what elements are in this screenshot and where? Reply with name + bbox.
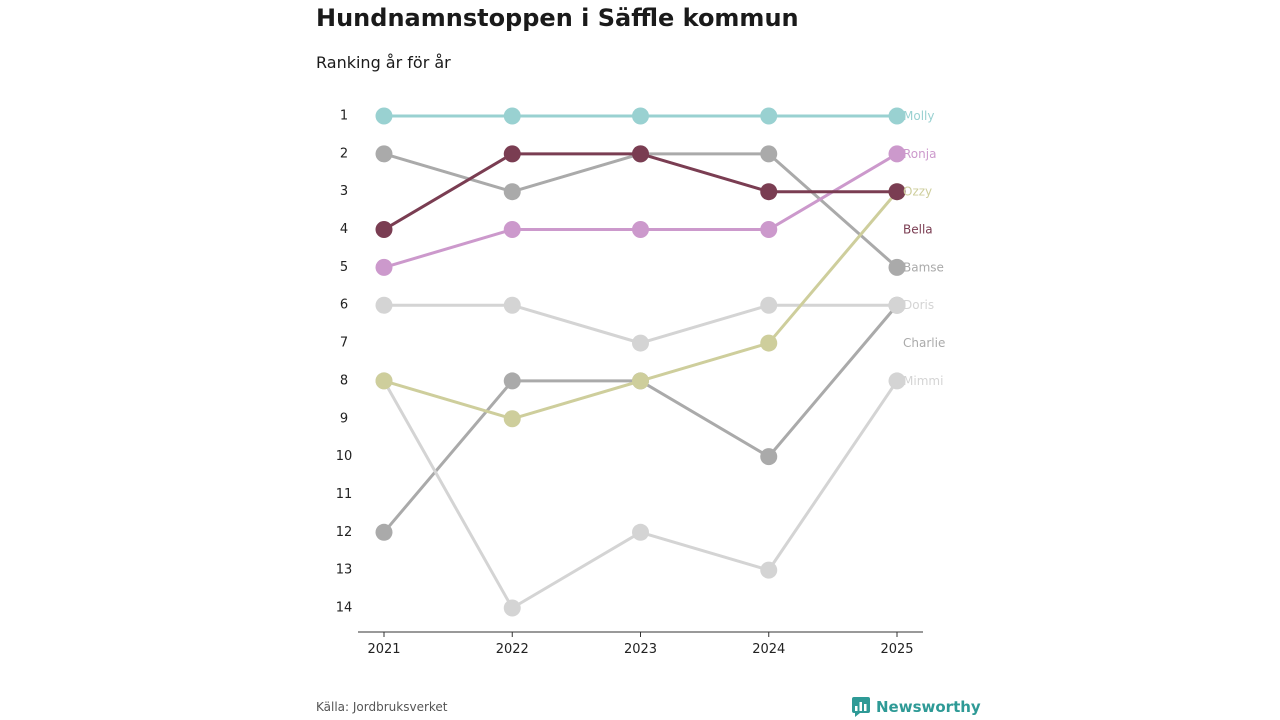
data-point-molly [503,107,521,125]
x-tick-label: 2024 [752,642,785,657]
data-point-charlie [503,372,521,390]
series-line-bella [382,152,899,232]
end-label-bella: Bella [903,223,933,237]
data-point-bella [760,183,778,201]
data-point-ozzy [760,334,778,352]
chart-subtitle: Ranking år för år [316,53,451,72]
y-tick-label: 13 [336,563,353,578]
data-point-bamse [760,145,778,163]
x-tick-label: 2023 [624,642,657,657]
data-point-mimmi [632,523,649,541]
x-tick-label: 2021 [367,642,400,657]
end-label-ronja: Ronja [903,147,936,161]
y-tick-label: 3 [340,184,348,199]
data-point-bella [503,145,521,163]
data-point-mimmi [888,372,906,390]
y-tick-label: 11 [336,487,353,502]
end-label-mimmi: Mimmi [903,374,943,388]
end-label-ozzy: Ozzy [903,185,932,199]
data-point-bella [888,183,906,201]
data-point-ronja [632,221,649,239]
data-point-ronja [503,221,521,239]
x-tick-label: 2022 [496,642,529,657]
data-point-molly [888,107,906,125]
data-point-mimmi [760,561,778,579]
data-point-molly [375,107,393,125]
data-point-bamse [375,145,393,163]
end-label-molly: Molly [903,109,934,123]
data-point-doris [760,296,778,314]
data-point-bella [375,221,393,239]
data-point-mimmi [503,599,521,617]
y-tick-label: 5 [340,260,348,275]
data-point-ronja [760,221,778,239]
data-point-doris [632,334,649,352]
y-tick-label: 14 [336,601,353,616]
end-label-bamse: Bamse [903,260,944,274]
end-label-charlie: Charlie [903,336,945,350]
x-tick-label: 2025 [880,642,913,657]
data-point-ozzy [375,372,393,390]
data-point-charlie [375,523,393,541]
data-point-ronja [888,145,906,163]
data-point-doris [888,296,906,314]
data-point-ozzy [503,410,521,428]
data-point-molly [760,107,778,125]
data-point-bella [632,145,649,163]
y-tick-label: 8 [340,373,348,388]
y-tick-label: 2 [340,146,348,161]
data-point-charlie [760,448,778,466]
series-line-ronja [382,152,899,269]
source-note: Källa: Jordbruksverket [316,700,448,714]
brand-logo: Newsworthy [852,697,981,717]
y-tick-label: 12 [336,525,353,540]
series-line-bamse [382,152,899,269]
chart-title: Hundnamnstoppen i Säffle kommun [316,4,799,32]
y-tick-label: 1 [340,109,348,124]
brand-name: Newsworthy [876,698,981,716]
y-tick-label: 7 [340,336,348,351]
data-point-ronja [375,258,393,276]
y-tick-label: 4 [340,222,348,237]
end-label-doris: Doris [903,298,934,312]
y-tick-label: 9 [340,411,348,426]
data-point-molly [632,107,649,125]
y-tick-label: 10 [336,449,353,464]
data-point-bamse [503,183,521,201]
data-point-doris [503,296,521,314]
data-point-ozzy [632,372,649,390]
data-point-bamse [888,258,906,276]
data-point-doris [375,296,393,314]
series-line-mimmi [382,379,899,610]
newsworthy-logo-icon [852,697,870,717]
y-tick-label: 6 [340,298,348,313]
